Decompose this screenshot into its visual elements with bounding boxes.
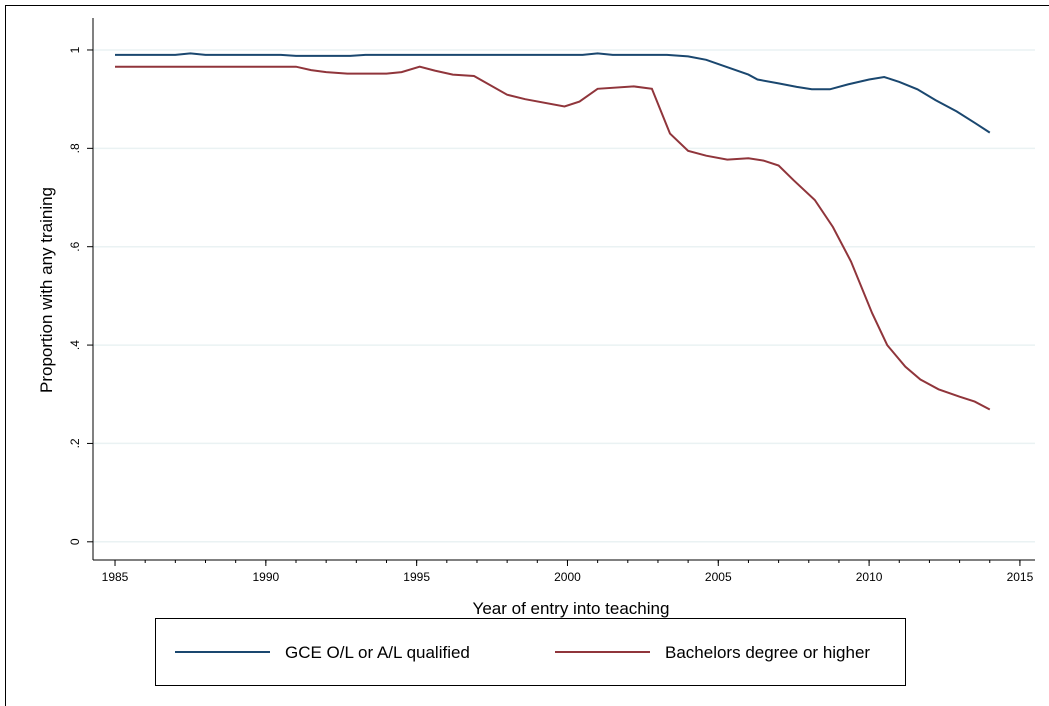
y-tick-label: 1 [68, 46, 82, 53]
x-tick-label: 1990 [252, 570, 279, 584]
x-tick-label: 2000 [554, 570, 581, 584]
y-tick-label: .8 [68, 143, 82, 153]
series-line [115, 65, 991, 411]
y-tick-label: .2 [68, 438, 82, 448]
y-tick-label: .6 [68, 241, 82, 251]
x-tick-label: 2010 [856, 570, 883, 584]
y-tick-label: .4 [68, 340, 82, 350]
x-tick-label: 2015 [1007, 570, 1034, 584]
series-line [115, 52, 991, 134]
legend-text: Bachelors degree or higher [665, 643, 870, 662]
x-tick-label: 1995 [403, 570, 430, 584]
x-tick-label: 1985 [102, 570, 129, 584]
frame [5, 5, 1049, 706]
y-axis-title: Proportion with any training [37, 187, 56, 393]
x-tick-label: 2005 [705, 570, 732, 584]
x-axis-title: Year of entry into teaching [473, 599, 670, 618]
legend-box [155, 618, 906, 686]
legend-text: GCE O/L or A/L qualified [285, 643, 470, 662]
y-tick-label: 0 [68, 538, 82, 545]
